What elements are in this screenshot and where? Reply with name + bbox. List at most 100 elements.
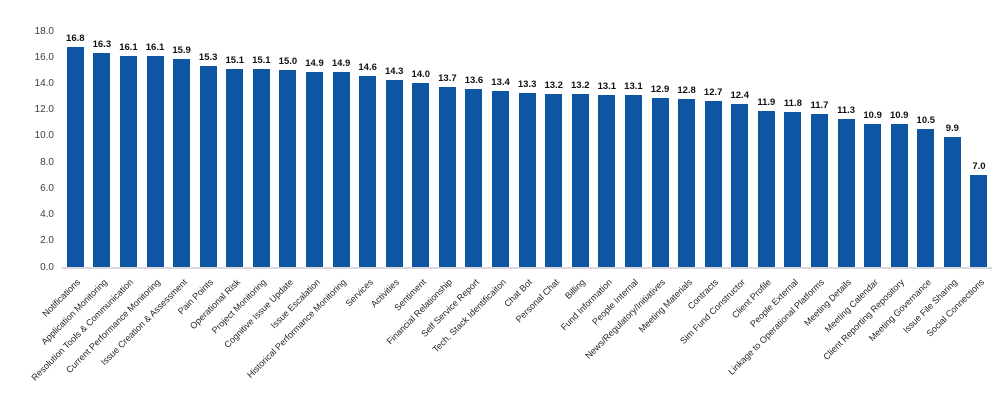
bar-slot: 15.9 Issue Creation & Assessment [98, 31, 195, 368]
bar [784, 112, 802, 267]
bar-slot: 13.3 Chat Bot [502, 31, 541, 309]
bar-slot: 16.8 Notifications [41, 31, 89, 319]
bar-slot: 16.1 Current Performance Monitoring [64, 31, 169, 375]
bar-value-label: 13.2 [544, 79, 563, 91]
bar [545, 93, 563, 267]
bar-value-label: 13.2 [571, 79, 590, 91]
y-tick-label: 6.0 [40, 182, 54, 194]
bar-value-label: 10.5 [916, 115, 936, 127]
bar-slot: 16.1 Resolution Tools & Communication [30, 31, 142, 383]
bar-value-label: 13.1 [597, 81, 617, 93]
bar-slot: 11.9 Client Profile [730, 31, 780, 320]
y-tick-label: 16.0 [34, 51, 54, 63]
bar [412, 83, 430, 267]
bar [385, 79, 403, 267]
bar-value-label: 15.3 [198, 52, 218, 64]
bar-value-label: 14.6 [358, 61, 377, 73]
bar [359, 75, 377, 267]
y-tick-label: 14.0 [34, 77, 54, 89]
bar-value-label: 16.3 [92, 39, 112, 51]
bar [305, 71, 323, 267]
bar-value-label: 12.7 [703, 86, 723, 98]
y-tick-label: 8.0 [40, 156, 54, 168]
bar-slot: 14.3 Activities [369, 31, 408, 310]
bar [704, 100, 722, 267]
bar-slot: 10.9 Meeting Calendar [822, 31, 886, 334]
bar [810, 113, 828, 267]
bar-value-label: 14.0 [411, 69, 431, 81]
bar-value-label: 14.9 [331, 57, 351, 69]
bar-slot: 10.9 Client Reporting Repository [821, 31, 913, 362]
bar-slot: 13.1 Fund Information [559, 31, 621, 332]
bar-slot: 14.6 Services [343, 31, 381, 309]
bar-value-label: 16.8 [66, 32, 85, 44]
bar-value-label: 13.7 [438, 73, 457, 85]
bar-slot: 14.9 Historical Performance Monitoring [245, 31, 355, 380]
bar-value-label: 13.1 [624, 81, 643, 93]
bar-slot: 15.1 Operational Risk [188, 31, 248, 331]
bar-value-label: 15.9 [172, 44, 191, 56]
bar [864, 124, 882, 267]
bar [146, 55, 164, 267]
bar-slot: 10.5 Meeting Governance [867, 31, 940, 343]
bar-value-label: 11.3 [837, 104, 856, 116]
bar-value-label: 13.3 [517, 78, 537, 90]
bar-slot: 15.1 Project Monitoring [210, 31, 275, 335]
bar-value-label: 11.8 [783, 98, 802, 110]
bar [66, 46, 84, 267]
bar-slot: 13.4 Tech. Stack Identificaiton [430, 31, 514, 354]
bar [651, 97, 669, 267]
bar-value-label: 11.7 [810, 99, 829, 111]
bar-slot: 13.2 Personal Chat [513, 31, 567, 325]
bar [332, 71, 350, 267]
bar-value-label: 10.9 [863, 110, 882, 122]
bar [465, 88, 483, 267]
y-tick-label: 0.0 [40, 261, 54, 273]
bar-value-label: 14.3 [384, 65, 404, 77]
y-tick-label: 2.0 [40, 235, 54, 247]
bar-value-label: 16.1 [145, 41, 165, 53]
bar-value-label: 15.1 [225, 55, 245, 66]
bar-value-label: 16.1 [119, 41, 138, 53]
bar [970, 175, 988, 267]
y-tick-label: 10.0 [34, 130, 54, 142]
bar-slot: 11.3 Meeting Details [802, 31, 860, 328]
bar [890, 124, 908, 267]
bar [199, 66, 217, 267]
y-tick-label: 18.0 [34, 25, 54, 37]
bar [943, 137, 961, 267]
bar [119, 55, 137, 267]
bar-slot: 9.9 Issue File Sharing [901, 31, 966, 335]
bar-slot: 13.2 Billing [563, 31, 594, 301]
plot-area: 16.8 Notifications 16.3 Application Monitor… [30, 31, 992, 383]
bar-slot: 15.0 Cognitive Issue Update [222, 31, 302, 350]
bar [279, 70, 297, 267]
bar-slot: 13.1 People Internal [591, 31, 647, 327]
bar-value-label: 9.9 [945, 123, 959, 135]
bar [492, 91, 510, 267]
bar-slot: 14.9 Issue Escalation [268, 31, 328, 331]
bar-slot: 16.3 Application Monitoring [39, 31, 116, 346]
bar [571, 93, 589, 267]
bar [438, 87, 456, 267]
bar-value-label: 10.9 [889, 110, 909, 122]
bar-value-label: 14.9 [305, 57, 324, 69]
bar [731, 104, 749, 267]
bar-value-label: 7.0 [972, 161, 986, 173]
y-tick-label: 4.0 [40, 209, 54, 221]
bar [598, 95, 616, 267]
bar [518, 92, 536, 267]
bar-slot: 11.7 Linkage to Operational Platforms [727, 31, 833, 377]
bar-value-label: 12.9 [650, 83, 670, 95]
bar [917, 129, 935, 267]
bar [252, 69, 270, 267]
bar [226, 69, 244, 267]
bar-slot: 12.7 Contracts [686, 31, 727, 312]
y-tick-label: 12.0 [34, 104, 54, 116]
bar-value-label: 12.8 [677, 85, 696, 97]
bar-value-label: 13.4 [491, 77, 510, 89]
bar [624, 95, 642, 267]
bar [757, 111, 775, 267]
bar-slot: 13.7 Financial Relationship [385, 31, 461, 346]
